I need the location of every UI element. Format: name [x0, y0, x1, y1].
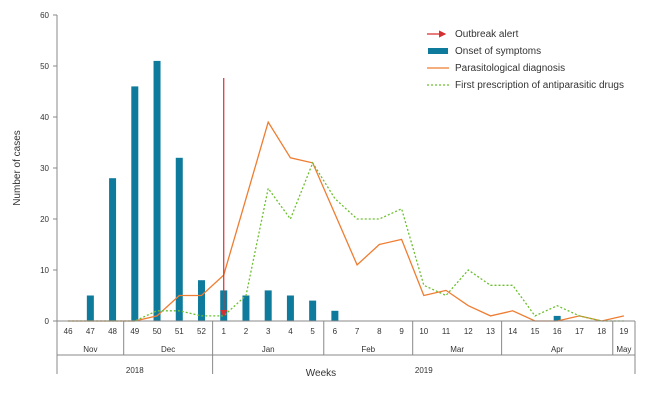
y-tick-label: 10 — [40, 266, 49, 275]
y-tick-label: 0 — [45, 317, 50, 326]
y-tick-label: 60 — [40, 11, 49, 20]
bar-onset-of-symptoms — [309, 300, 317, 321]
y-axis: 0 10 20 30 40 50 60 — [40, 11, 58, 326]
y-tick-label: 50 — [40, 62, 49, 71]
x-tick-label-week: 13 — [486, 327, 495, 336]
bar-onset-of-symptoms — [175, 157, 183, 321]
x-month-label: Feb — [361, 345, 375, 354]
bar-onset-of-symptoms — [286, 295, 294, 321]
x-tick-label-week: 19 — [619, 327, 628, 336]
x-year-label: 2019 — [415, 366, 433, 375]
bars — [86, 60, 561, 322]
y-tick-label: 20 — [40, 215, 49, 224]
x-tick-label-week: 17 — [575, 327, 584, 336]
legend-diagnosis-label: Parasitological diagnosis — [455, 63, 565, 74]
bar-onset-of-symptoms — [131, 86, 139, 322]
x-tick-label-week: 46 — [64, 327, 73, 336]
bar-onset-of-symptoms — [331, 310, 339, 321]
x-tick-label-week: 7 — [355, 327, 360, 336]
x-year-label: 2018 — [126, 366, 144, 375]
legend-bar-label: Onset of symptoms — [455, 46, 541, 57]
x-tick-label-week: 11 — [442, 327, 451, 336]
x-tick-label-week: 18 — [597, 327, 606, 336]
x-month-label: Apr — [551, 345, 564, 354]
x-tick-label-week: 1 — [222, 327, 227, 336]
x-month-label: Mar — [450, 345, 464, 354]
legend-alert-label: Outbreak alert — [455, 29, 519, 40]
bar-onset-of-symptoms — [86, 295, 94, 321]
lines — [68, 120, 625, 322]
bar-onset-of-symptoms — [153, 60, 161, 322]
bar-onset-of-symptoms — [242, 295, 250, 321]
line-parasitological-diagnosis — [68, 120, 625, 322]
legend-prescription-label: First prescription of antiparasitic drug… — [455, 80, 624, 91]
x-month-label: May — [616, 345, 631, 354]
line-first-prescription-of-antiparasitic-drugs — [68, 161, 624, 322]
bar-onset-of-symptoms — [553, 315, 561, 321]
bar-onset-of-symptoms — [198, 280, 205, 321]
x-tick-label-week: 4 — [288, 327, 293, 336]
x-tick-label-week: 6 — [333, 327, 338, 336]
legend: Outbreak alert Onset of symptoms Parasitol… — [427, 29, 624, 91]
x-tick-label-week: 8 — [377, 327, 382, 336]
legend-bar-swatch — [428, 48, 448, 54]
x-axis-title: Weeks — [306, 368, 336, 379]
x-tick-label-week: 5 — [310, 327, 315, 336]
x-tick-label-week: 48 — [108, 327, 117, 336]
x-tick-label-week: 10 — [419, 327, 428, 336]
bar-onset-of-symptoms — [109, 178, 117, 321]
x-tick-label-week: 52 — [197, 327, 206, 336]
x-tick-label-week: 51 — [175, 327, 184, 336]
bar-onset-of-symptoms — [264, 290, 272, 321]
x-tick-label-week: 50 — [153, 327, 162, 336]
x-tick-label-week: 9 — [399, 327, 404, 336]
x-tick-label-week: 2 — [244, 327, 249, 336]
x-tick-label-week: 14 — [508, 327, 517, 336]
x-axis: 46 47 48 49 50 51 52 1 2 3 4 5 6 7 8 9 10 11 12 13 14 15 16 17 1… — [56, 320, 636, 375]
y-axis-title: Number of cases — [12, 130, 23, 206]
x-tick-label-week: 3 — [266, 327, 271, 336]
x-tick-label-week: 47 — [86, 327, 95, 336]
x-month-label: Jan — [262, 345, 275, 354]
x-tick-label-week: 16 — [553, 327, 562, 336]
x-tick-label-week: 15 — [531, 327, 540, 336]
x-month-label: Nov — [83, 345, 97, 354]
x-tick-label-week: 12 — [464, 327, 473, 336]
x-month-label: Dec — [161, 345, 175, 354]
x-tick-label-week: 49 — [130, 327, 139, 336]
y-tick-label: 40 — [40, 113, 49, 122]
y-tick-label: 30 — [40, 164, 49, 173]
